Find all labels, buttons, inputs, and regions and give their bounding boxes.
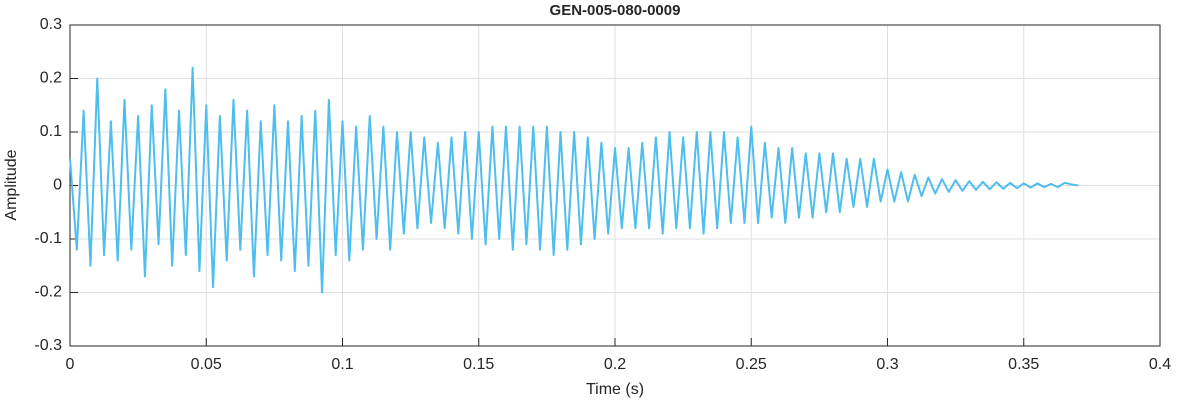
plot-frame: [69, 24, 1161, 347]
y-tick-label: -0.2: [34, 284, 62, 301]
chart-title: GEN-005-080-0009: [550, 2, 681, 19]
y-tick-label: 0: [53, 177, 62, 194]
x-tick-label: 0.4: [1149, 356, 1171, 373]
y-axis-label: Amplitude: [3, 149, 20, 220]
x-tick-label: 0.3: [876, 356, 898, 373]
x-tick-label: 0.2: [604, 356, 626, 373]
y-tick-label: -0.3: [34, 337, 62, 354]
y-tick-label: -0.1: [34, 230, 62, 247]
x-tick-label: 0.35: [1008, 356, 1039, 373]
x-tick-label: 0.15: [463, 356, 494, 373]
x-tick-label: 0.25: [736, 356, 767, 373]
x-tick-label: 0: [66, 356, 75, 373]
y-tick-label: 0.1: [40, 123, 62, 140]
y-tick-label: 0.3: [40, 16, 62, 33]
x-tick-label: 0.1: [331, 356, 353, 373]
y-tick-label: 0.2: [40, 70, 62, 87]
signal-line: [69, 66, 1079, 294]
x-axis-label: Time (s): [586, 381, 644, 398]
x-tick-label: 0.05: [191, 356, 222, 373]
